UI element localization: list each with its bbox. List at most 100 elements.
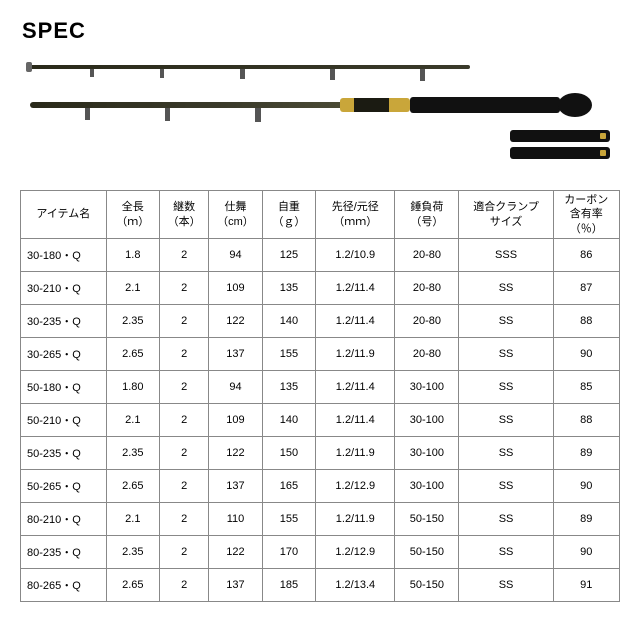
butt-cap <box>558 93 592 117</box>
cell-length: 1.8 <box>106 239 159 272</box>
column-header-dia: 先径/元径（ｍｍ） <box>316 191 395 239</box>
cell-carbon: 88 <box>553 404 619 437</box>
cell-name: 50-235・Q <box>21 437 107 470</box>
cell-sinker: 20-80 <box>395 239 459 272</box>
table-row: 50-265・Q2.6521371651.2/12.930-100SS90 <box>21 470 620 503</box>
column-header-weight: 自重（ｇ） <box>262 191 315 239</box>
table-row: 80-265・Q2.6521371851.2/13.450-150SS91 <box>21 569 620 602</box>
cell-clamp: SS <box>459 404 553 437</box>
table-row: 80-210・Q2.121101551.2/11.950-150SS89 <box>21 503 620 536</box>
cell-pieces: 2 <box>160 569 209 602</box>
product-illustration <box>20 55 620 155</box>
rod-guide <box>330 69 335 80</box>
cell-closed: 122 <box>209 437 262 470</box>
cell-carbon: 88 <box>553 305 619 338</box>
page-title: SPEC <box>22 18 86 44</box>
rod-blank <box>30 102 340 108</box>
spec-table: アイテム名全長（ｍ）継数（本）仕舞（cm）自重（ｇ）先径/元径（ｍｍ）錘負荷（号… <box>20 190 620 602</box>
cell-clamp: SS <box>459 305 553 338</box>
cell-name: 50-210・Q <box>21 404 107 437</box>
cell-dia: 1.2/11.4 <box>316 371 395 404</box>
cell-closed: 137 <box>209 338 262 371</box>
cell-name: 80-265・Q <box>21 569 107 602</box>
rod-butt-section <box>30 100 610 110</box>
table-row: 50-210・Q2.121091401.2/11.430-100SS88 <box>21 404 620 437</box>
cell-pieces: 2 <box>160 239 209 272</box>
cell-pieces: 2 <box>160 536 209 569</box>
cell-closed: 122 <box>209 536 262 569</box>
cell-carbon: 89 <box>553 437 619 470</box>
table-row: 30-265・Q2.6521371551.2/11.920-80SS90 <box>21 338 620 371</box>
cell-weight: 165 <box>262 470 315 503</box>
cell-name: 80-235・Q <box>21 536 107 569</box>
cell-sinker: 30-100 <box>395 404 459 437</box>
cell-sinker: 30-100 <box>395 437 459 470</box>
table-row: 50-235・Q2.3521221501.2/11.930-100SS89 <box>21 437 620 470</box>
cell-clamp: SS <box>459 437 553 470</box>
cell-name: 30-180・Q <box>21 239 107 272</box>
cell-dia: 1.2/11.4 <box>316 404 395 437</box>
cell-closed: 122 <box>209 305 262 338</box>
cell-clamp: SS <box>459 503 553 536</box>
cell-sinker: 50-150 <box>395 503 459 536</box>
column-header-sinker: 錘負荷（号） <box>395 191 459 239</box>
rod-belt <box>510 130 610 142</box>
cell-name: 30-210・Q <box>21 272 107 305</box>
rod-guide <box>255 108 261 122</box>
cell-weight: 140 <box>262 305 315 338</box>
cell-sinker: 50-150 <box>395 569 459 602</box>
cell-carbon: 85 <box>553 371 619 404</box>
column-header-carbon: カーボン含有率（％） <box>553 191 619 239</box>
cell-length: 2.1 <box>106 404 159 437</box>
cell-sinker: 20-80 <box>395 305 459 338</box>
cell-carbon: 90 <box>553 470 619 503</box>
reel-seat <box>340 98 410 112</box>
rod-guide <box>90 69 94 77</box>
cell-dia: 1.2/11.4 <box>316 272 395 305</box>
cell-weight: 135 <box>262 371 315 404</box>
rod-guide <box>160 69 164 78</box>
column-header-length: 全長（ｍ） <box>106 191 159 239</box>
cell-length: 2.65 <box>106 470 159 503</box>
rod-guide <box>420 69 425 81</box>
cell-dia: 1.2/10.9 <box>316 239 395 272</box>
spec-table-head: アイテム名全長（ｍ）継数（本）仕舞（cm）自重（ｇ）先径/元径（ｍｍ）錘負荷（号… <box>21 191 620 239</box>
cell-closed: 109 <box>209 404 262 437</box>
cell-clamp: SS <box>459 338 553 371</box>
cell-weight: 125 <box>262 239 315 272</box>
cell-carbon: 91 <box>553 569 619 602</box>
cell-clamp: SS <box>459 470 553 503</box>
cell-carbon: 90 <box>553 536 619 569</box>
table-row: 80-235・Q2.3521221701.2/12.950-150SS90 <box>21 536 620 569</box>
cell-dia: 1.2/11.9 <box>316 437 395 470</box>
cell-closed: 137 <box>209 470 262 503</box>
table-row: 30-235・Q2.3521221401.2/11.420-80SS88 <box>21 305 620 338</box>
cell-sinker: 50-150 <box>395 536 459 569</box>
cell-name: 50-180・Q <box>21 371 107 404</box>
cell-length: 2.1 <box>106 503 159 536</box>
rod-belt <box>510 147 610 159</box>
cell-name: 30-265・Q <box>21 338 107 371</box>
cell-name: 50-265・Q <box>21 470 107 503</box>
cell-closed: 94 <box>209 371 262 404</box>
cell-pieces: 2 <box>160 470 209 503</box>
cell-carbon: 90 <box>553 338 619 371</box>
rod-guide <box>165 108 170 121</box>
cell-weight: 150 <box>262 437 315 470</box>
cell-length: 1.80 <box>106 371 159 404</box>
cell-weight: 170 <box>262 536 315 569</box>
cell-length: 2.65 <box>106 569 159 602</box>
cell-weight: 135 <box>262 272 315 305</box>
cell-length: 2.35 <box>106 305 159 338</box>
cell-dia: 1.2/12.9 <box>316 470 395 503</box>
cell-clamp: SS <box>459 569 553 602</box>
cell-pieces: 2 <box>160 437 209 470</box>
spec-table-body: 30-180・Q1.82941251.2/10.920-80SSS8630-21… <box>21 239 620 602</box>
cell-closed: 94 <box>209 239 262 272</box>
cell-dia: 1.2/11.9 <box>316 503 395 536</box>
cell-dia: 1.2/11.9 <box>316 338 395 371</box>
cell-closed: 137 <box>209 569 262 602</box>
table-row: 30-180・Q1.82941251.2/10.920-80SSS86 <box>21 239 620 272</box>
column-header-clamp: 適合クランプサイズ <box>459 191 553 239</box>
cell-carbon: 89 <box>553 503 619 536</box>
